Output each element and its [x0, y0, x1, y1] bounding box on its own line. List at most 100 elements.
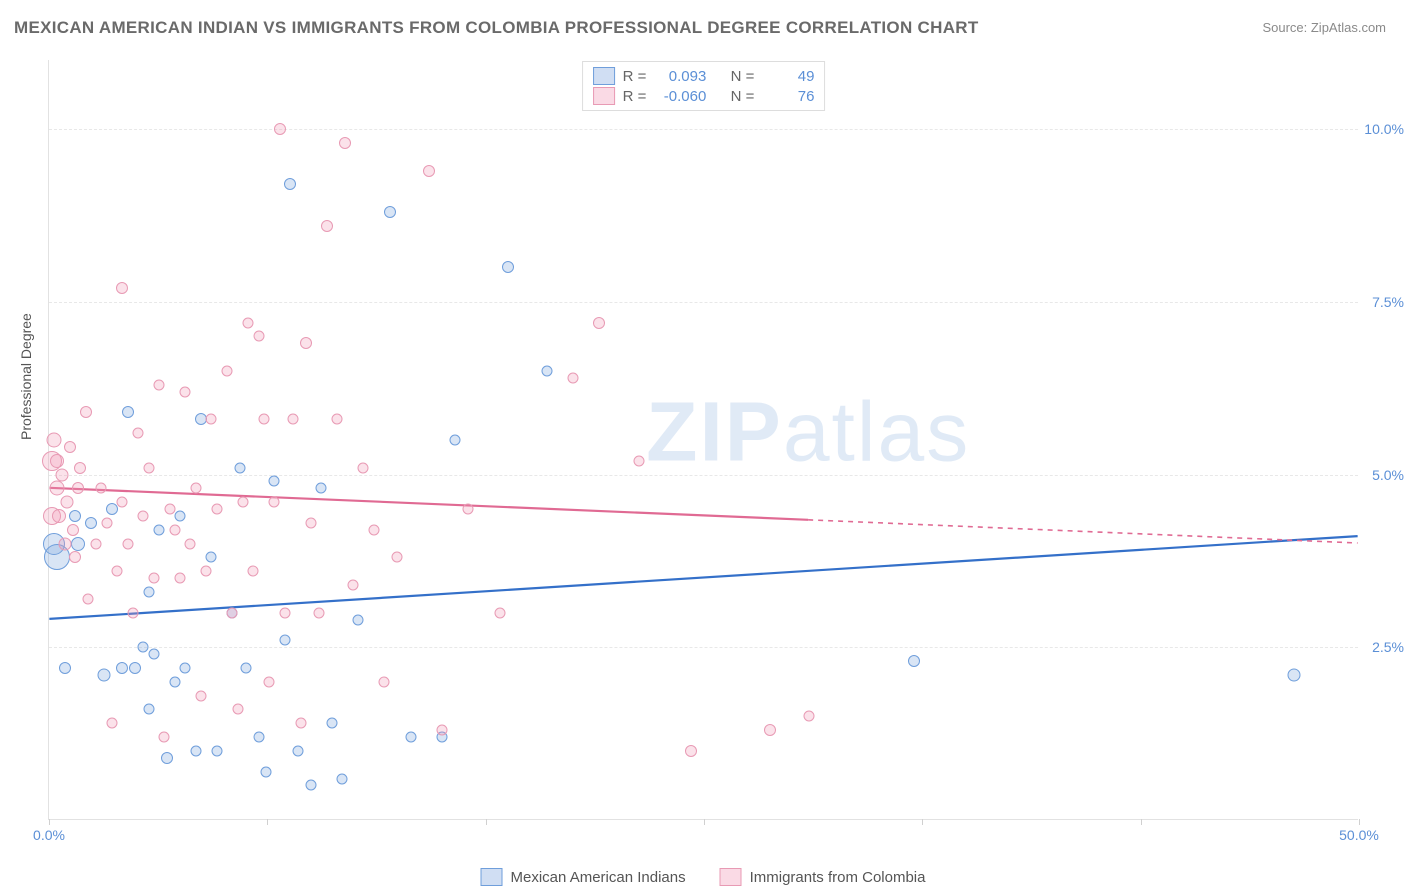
scatter-point [541, 365, 552, 376]
trend-line-dashed [808, 520, 1357, 543]
legend-r-value-blue: 0.093 [654, 68, 706, 85]
scatter-point [169, 524, 180, 535]
scatter-point [206, 552, 217, 563]
scatter-point [74, 462, 86, 474]
x-tick-mark [1141, 819, 1142, 825]
watermark: ZIPatlas [646, 383, 970, 480]
scatter-point [243, 317, 254, 328]
gridline-h [49, 302, 1358, 303]
legend-swatch-blue [481, 868, 503, 886]
scatter-point [332, 414, 343, 425]
scatter-point [269, 497, 280, 508]
scatter-point [56, 468, 69, 481]
scatter-point [67, 524, 79, 536]
scatter-point [235, 462, 246, 473]
scatter-point [49, 481, 64, 496]
scatter-point [339, 137, 351, 149]
scatter-point [593, 317, 605, 329]
scatter-point [353, 614, 364, 625]
y-axis-label: Professional Degree [18, 313, 34, 440]
y-tick-label: 7.5% [1372, 294, 1404, 310]
scatter-point [96, 483, 107, 494]
scatter-point [279, 635, 290, 646]
scatter-point [326, 718, 337, 729]
legend-n-value-pink: 76 [762, 88, 814, 105]
scatter-point [195, 690, 206, 701]
scatter-point [122, 538, 133, 549]
scatter-point [450, 435, 461, 446]
scatter-point [106, 503, 118, 515]
scatter-point [180, 663, 191, 674]
chart-title: MEXICAN AMERICAN INDIAN VS IMMIGRANTS FR… [14, 18, 979, 38]
y-tick-label: 2.5% [1372, 639, 1404, 655]
x-tick-mark [704, 819, 705, 825]
scatter-point [685, 745, 697, 757]
scatter-point [258, 414, 269, 425]
legend-n-value-blue: 49 [762, 68, 814, 85]
x-tick-label: 0.0% [33, 827, 65, 843]
scatter-point [908, 655, 920, 667]
scatter-point [98, 668, 111, 681]
watermark-light: atlas [783, 384, 970, 478]
legend-n-label: N = [731, 88, 755, 105]
gridline-h [49, 129, 1358, 130]
source-label: Source: ZipAtlas.com [1262, 20, 1386, 35]
scatter-point [306, 517, 317, 528]
scatter-point [185, 538, 196, 549]
scatter-point [61, 496, 74, 509]
scatter-point [384, 206, 396, 218]
trend-lines-svg [49, 60, 1358, 819]
scatter-point [437, 725, 448, 736]
scatter-point [106, 718, 117, 729]
scatter-point [116, 282, 128, 294]
scatter-point [313, 607, 324, 618]
scatter-point [85, 517, 97, 529]
scatter-point [206, 414, 217, 425]
x-tick-mark [267, 819, 268, 825]
scatter-point [248, 566, 259, 577]
scatter-point [159, 732, 170, 743]
x-tick-mark [49, 819, 50, 825]
scatter-point [161, 752, 173, 764]
scatter-point [122, 406, 134, 418]
legend-swatch-blue [593, 67, 615, 85]
scatter-point [287, 414, 298, 425]
scatter-point [379, 676, 390, 687]
scatter-point [253, 331, 264, 342]
x-tick-mark [486, 819, 487, 825]
scatter-point [337, 773, 348, 784]
scatter-point [253, 732, 264, 743]
scatter-point [71, 537, 85, 551]
scatter-point [227, 607, 238, 618]
scatter-point [143, 462, 154, 473]
scatter-point [180, 386, 191, 397]
legend-r-label: R = [623, 88, 647, 105]
scatter-point [175, 573, 186, 584]
scatter-point [211, 745, 222, 756]
scatter-point [69, 510, 81, 522]
scatter-point [116, 662, 128, 674]
scatter-point [201, 566, 212, 577]
legend-stats-row: R = -0.060 N = 76 [593, 86, 815, 106]
scatter-point [279, 607, 290, 618]
legend-stats-row: R = 0.093 N = 49 [593, 66, 815, 86]
scatter-point [175, 511, 186, 522]
chart-plot-area: R = 0.093 N = 49 R = -0.060 N = 76 ZIPat… [48, 60, 1358, 820]
scatter-point [148, 573, 159, 584]
scatter-point [101, 517, 112, 528]
trend-line-solid [49, 536, 1357, 619]
scatter-point [358, 462, 369, 473]
scatter-point [143, 704, 154, 715]
legend-item: Immigrants from Colombia [720, 868, 926, 886]
scatter-point [232, 704, 243, 715]
scatter-point [502, 261, 514, 273]
scatter-point [148, 649, 159, 660]
scatter-point [52, 509, 66, 523]
scatter-point [803, 711, 814, 722]
scatter-point [80, 406, 92, 418]
scatter-point [405, 732, 416, 743]
scatter-point [633, 455, 644, 466]
scatter-point [295, 718, 306, 729]
scatter-point [190, 483, 201, 494]
scatter-point [72, 482, 84, 494]
